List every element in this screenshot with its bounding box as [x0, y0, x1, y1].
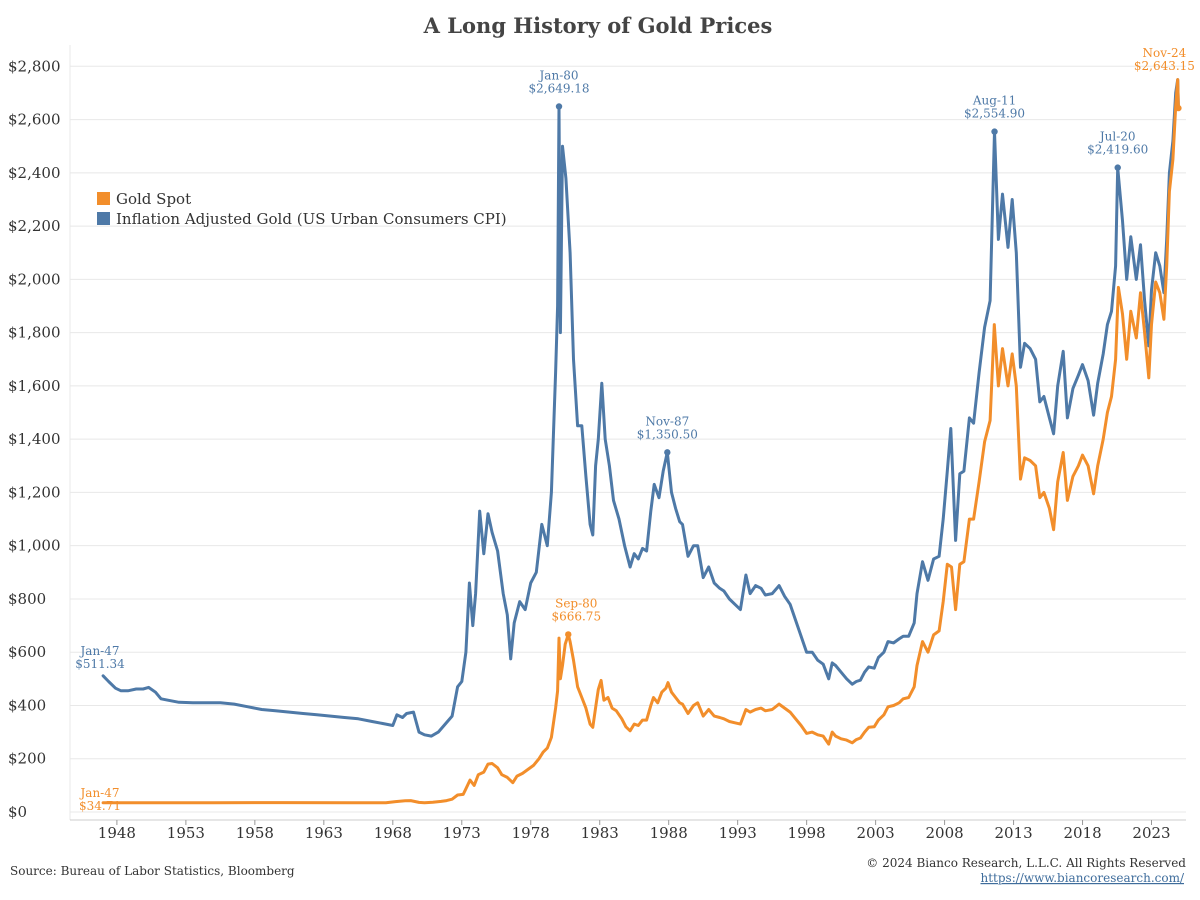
- y-tick-label: $2,600: [8, 111, 61, 129]
- annotation-value: $2,649.18: [528, 81, 589, 95]
- annotation-date: Jan-47: [78, 644, 119, 658]
- annotation-value: $2,419.60: [1087, 143, 1148, 157]
- annotation-date: Nov-87: [645, 414, 689, 428]
- source-note: Source: Bureau of Labor Statistics, Bloo…: [10, 864, 295, 878]
- website-link[interactable]: https://www.biancoresearch.com/: [980, 871, 1184, 885]
- y-tick-label: $1,800: [8, 324, 61, 342]
- axes: $0 $200 $400 $600 $800 $1,000 $1,200 $1,400 $1,6…: [8, 57, 1186, 842]
- copyright-note: © 2024 Bianco Research, L.L.C. All Right…: [866, 856, 1186, 870]
- series-lines: [101, 78, 1180, 805]
- x-tick-label: 1983: [581, 824, 619, 842]
- legend-label: Gold Spot: [116, 190, 191, 208]
- annotation-value: $2,643.15: [1134, 59, 1195, 73]
- annotations: Jan-47$511.34Jan-47$34.71Jan-80$2,649.18…: [75, 46, 1195, 813]
- x-tick-label: 2018: [1063, 824, 1101, 842]
- annotation-date: Jul-20: [1098, 130, 1136, 144]
- annotation-date: Aug-11: [972, 94, 1016, 108]
- chart-title: A Long History of Gold Prices: [423, 13, 773, 38]
- x-tick-label: 2003: [857, 824, 895, 842]
- annotation-marker: [664, 449, 671, 456]
- x-tick-label: 1968: [374, 824, 412, 842]
- y-tick-label: $600: [8, 643, 46, 661]
- y-tick-label: $200: [8, 750, 46, 768]
- y-tick-label: $2,800: [8, 57, 61, 75]
- annotation-marker: [1175, 104, 1182, 112]
- annotation-value: $2,554.90: [964, 107, 1025, 121]
- x-tick-label: 1963: [305, 824, 343, 842]
- legend-swatch-inflation-adjusted: [97, 212, 110, 225]
- x-tick-label: 1998: [788, 824, 826, 842]
- y-tick-label: $1,600: [8, 377, 61, 395]
- x-tick-label: 1958: [236, 824, 274, 842]
- annotation-marker: [565, 631, 572, 638]
- x-tick-label: 1973: [443, 824, 481, 842]
- grid-lines: [69, 45, 1186, 820]
- x-tick-label: 2008: [925, 824, 963, 842]
- annotation-marker: [555, 103, 563, 110]
- annotation-marker: [991, 128, 998, 135]
- annotation-value: $1,350.50: [637, 427, 698, 441]
- x-tick-label: 2013: [994, 824, 1032, 842]
- y-tick-label: $2,200: [8, 217, 61, 235]
- annotation-date: Jan-47: [78, 786, 119, 800]
- annotation-value: $666.75: [551, 609, 601, 623]
- gold-spot-line: [101, 78, 1180, 805]
- x-tick-label: 1988: [650, 824, 688, 842]
- inflation-adjusted-line: [101, 78, 1180, 738]
- legend: Gold Spot Inflation Adjusted Gold (US Urb…: [97, 190, 507, 228]
- y-tick-label: $2,000: [8, 270, 61, 288]
- x-tick-label: 1953: [167, 824, 205, 842]
- y-tick-label: $1,000: [8, 537, 61, 555]
- x-tick-label: 1948: [98, 824, 136, 842]
- y-tick-label: $0: [8, 803, 27, 821]
- y-tick-label: $1,200: [8, 483, 61, 501]
- annotation-date: Jan-80: [538, 68, 579, 82]
- x-tick-label: 2023: [1132, 824, 1170, 842]
- x-tick-label: 1993: [719, 824, 757, 842]
- y-tick-label: $400: [8, 696, 46, 714]
- y-tick-label: $2,400: [8, 164, 61, 182]
- annotation-value: $511.34: [75, 657, 125, 671]
- annotation-marker: [1114, 164, 1121, 171]
- annotation-value: $34.71: [79, 799, 121, 813]
- annotation-date: Nov-24: [1142, 46, 1186, 60]
- annotation-date: Sep-80: [555, 596, 597, 610]
- y-tick-label: $1,400: [8, 430, 61, 448]
- legend-swatch-gold-spot: [97, 192, 110, 205]
- y-tick-label: $800: [8, 590, 46, 608]
- legend-label: Inflation Adjusted Gold (US Urban Consum…: [116, 210, 507, 228]
- x-tick-label: 1978: [512, 824, 550, 842]
